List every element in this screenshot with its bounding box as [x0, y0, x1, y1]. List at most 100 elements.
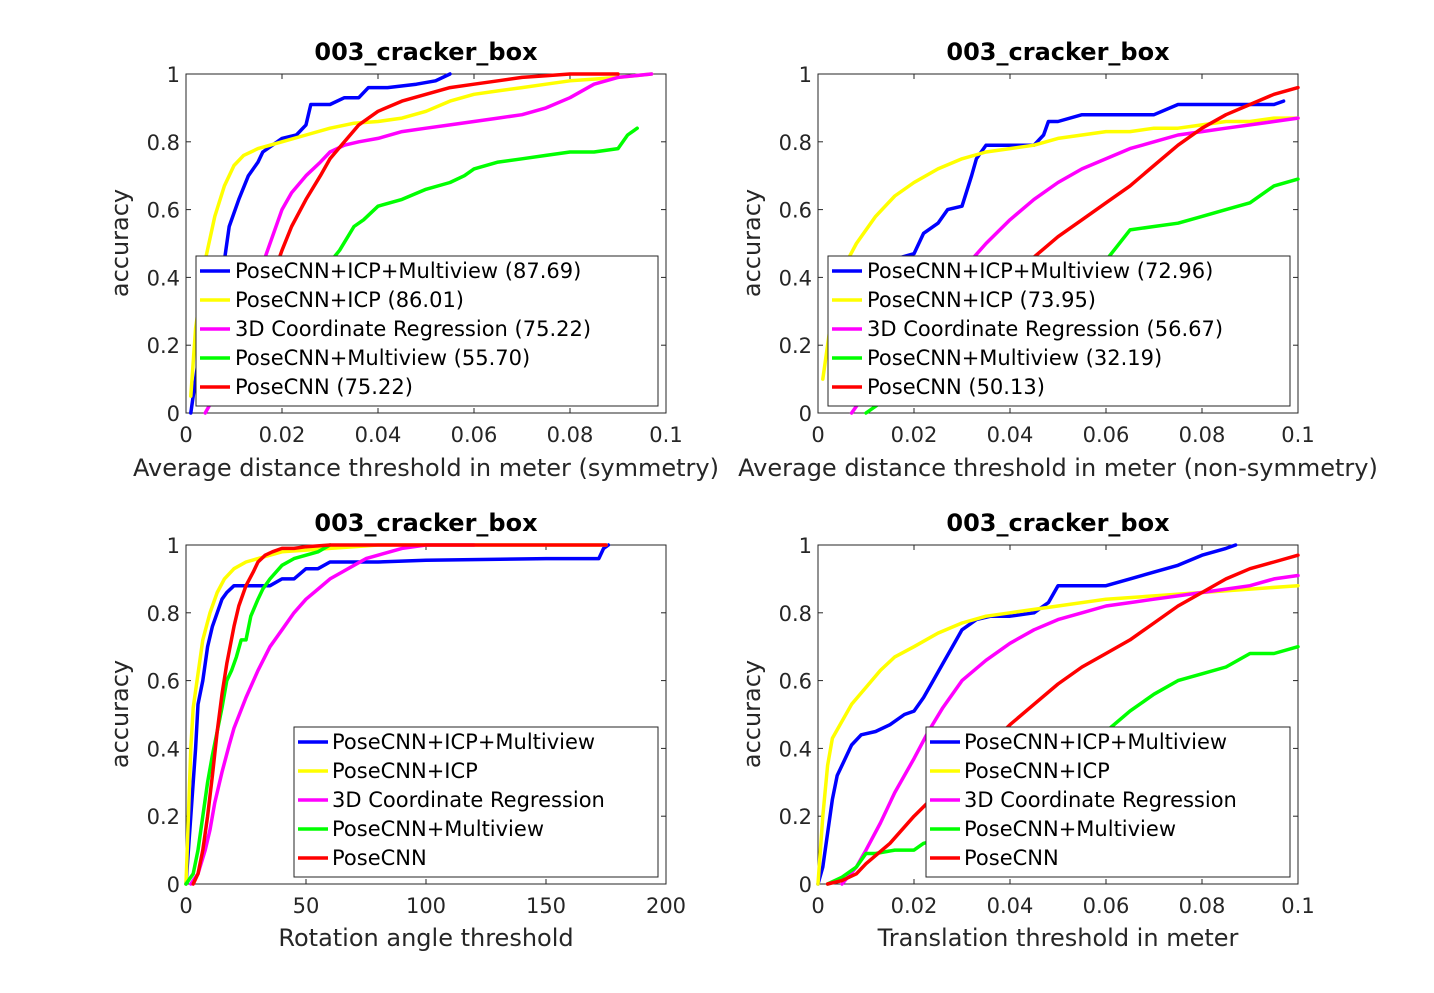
legend-label-2: 3D Coordinate Regression [964, 788, 1237, 812]
legend-box [925, 726, 1291, 878]
series-line-2 [203, 72, 654, 415]
series-line-2 [189, 543, 476, 886]
x-tick-label: 0.1 [1281, 894, 1314, 918]
y-tick-label: 1 [167, 534, 180, 558]
x-axis-label: Translation threshold in meter [877, 924, 1239, 952]
series-line-4 [825, 553, 1300, 886]
axis-ticks: 0 50 100 150 200 0 0.2 0.4 0.6 0.8 1 [147, 534, 686, 918]
legend-label-3: PoseCNN+Multiview [332, 817, 544, 841]
x-tick-label: 0.02 [891, 894, 938, 918]
legend-label-0: PoseCNN+ICP+Multiview (87.69) [235, 259, 581, 283]
x-tick-label: 0 [811, 423, 824, 447]
y-tick-label: 0 [167, 873, 180, 897]
x-tick-label: 100 [406, 894, 446, 918]
chart-title: 003_cracker_box [314, 509, 538, 537]
legend-label-2: 3D Coordinate Regression [332, 788, 605, 812]
y-tick-label: 0.8 [779, 131, 812, 155]
series-line-0 [816, 543, 1238, 886]
legend-label-4: PoseCNN [964, 846, 1059, 870]
x-tick-label: 0.08 [547, 423, 594, 447]
legend-label-1: PoseCNN+ICP (86.01) [235, 288, 464, 312]
x-tick-label: 150 [526, 894, 566, 918]
legend-box [195, 255, 659, 407]
legend-label-4: PoseCNN (50.13) [867, 375, 1045, 399]
axis-ticks: 0 0.02 0.04 0.06 0.08 0.1 0 0.2 0.4 0.6 0.8 1 [779, 63, 1315, 447]
series-line-1 [816, 583, 1300, 886]
x-tick-label: 50 [293, 894, 320, 918]
x-axis-label: Average distance threshold in meter (non… [738, 454, 1378, 482]
axis-ticks: 0 0.02 0.04 0.06 0.08 0.1 0 0.2 0.4 0.6 0.8 1 [147, 63, 683, 447]
series-line-3 [184, 543, 332, 886]
y-tick-label: 0 [799, 873, 812, 897]
y-tick-label: 1 [799, 534, 812, 558]
y-tick-label: 0.2 [779, 805, 812, 829]
legend: PoseCNN+ICP+Multiview (87.69) PoseCNN+IC… [195, 255, 659, 407]
x-axis-label: Average distance threshold in meter (sym… [133, 454, 719, 482]
y-tick-label: 0.8 [779, 602, 812, 626]
legend-label-3: PoseCNN+Multiview (55.70) [235, 346, 530, 370]
y-tick-label: 1 [167, 63, 180, 87]
legend-label-1: PoseCNN+ICP (73.95) [867, 288, 1096, 312]
legend-label-3: PoseCNN+Multiview [964, 817, 1176, 841]
y-axis-label: accuracy [106, 660, 134, 768]
x-tick-label: 0.06 [1083, 894, 1130, 918]
series-line-0 [189, 72, 452, 415]
x-tick-label: 0.08 [1179, 894, 1226, 918]
legend-box [827, 255, 1291, 407]
data-series [184, 543, 611, 886]
panel-ads-symmetry: 003_cracker_box 0 0.02 0.04 0.06 0.08 0.1 0 0.2… [106, 38, 719, 482]
y-tick-label: 0.8 [147, 131, 180, 155]
y-tick-label: 0.2 [147, 805, 180, 829]
x-tick-label: 0.04 [355, 423, 402, 447]
y-tick-label: 0 [167, 402, 180, 426]
y-tick-label: 0.6 [147, 199, 180, 223]
legend: PoseCNN+ICP+Multiview (72.96) PoseCNN+IC… [827, 255, 1291, 407]
series-line-4 [191, 543, 608, 886]
data-series [189, 72, 654, 415]
y-axis-label: accuracy [738, 189, 766, 297]
series-line-2 [840, 573, 1300, 886]
x-tick-label: 0.04 [987, 894, 1034, 918]
legend-box [293, 726, 659, 878]
x-tick-label: 0 [811, 894, 824, 918]
series-line-0 [864, 99, 1286, 273]
y-tick-label: 0.6 [779, 199, 812, 223]
x-tick-label: 0.08 [1179, 423, 1226, 447]
legend-label-2: 3D Coordinate Regression (56.67) [867, 317, 1223, 341]
y-tick-label: 0.4 [779, 266, 812, 290]
x-tick-label: 0 [179, 894, 192, 918]
x-tick-label: 0.1 [649, 423, 682, 447]
legend-label-3: PoseCNN+Multiview (32.19) [867, 346, 1162, 370]
legend-label-1: PoseCNN+ICP [964, 759, 1110, 783]
legend-label-4: PoseCNN [332, 846, 427, 870]
x-tick-label: 0.06 [451, 423, 498, 447]
y-tick-label: 0.4 [779, 737, 812, 761]
panel-translation: 003_cracker_box 0 0.02 0.04 0.06 0.08 0.1 0 0.2… [738, 509, 1315, 952]
series-line-3 [318, 126, 639, 276]
chart-title: 003_cracker_box [946, 38, 1170, 66]
y-tick-label: 0.4 [147, 266, 180, 290]
x-tick-label: 0.04 [987, 423, 1034, 447]
y-axis-label: accuracy [106, 189, 134, 297]
legend-label-1: PoseCNN+ICP [332, 759, 478, 783]
x-tick-label: 0 [179, 423, 192, 447]
x-tick-label: 0.1 [1281, 423, 1314, 447]
axis-ticks: 0 0.02 0.04 0.06 0.08 0.1 0 0.2 0.4 0.6 0.8 1 [779, 534, 1315, 918]
chart-title: 003_cracker_box [314, 38, 538, 66]
y-tick-label: 0.8 [147, 602, 180, 626]
y-tick-label: 0.4 [147, 737, 180, 761]
legend-label-4: PoseCNN (75.22) [235, 375, 413, 399]
legend-label-2: 3D Coordinate Regression (75.22) [235, 317, 591, 341]
y-axis-label: accuracy [738, 660, 766, 768]
y-tick-label: 1 [799, 63, 812, 87]
series-line-4 [270, 72, 620, 280]
panel-rotation: 003_cracker_box 0 50 100 150 200 0 0.2 0.4 0.6 0.… [106, 509, 686, 952]
y-tick-label: 0.2 [779, 334, 812, 358]
chart-title: 003_cracker_box [946, 509, 1170, 537]
x-tick-label: 0.06 [1083, 423, 1130, 447]
series-line-1 [189, 72, 654, 398]
panel-ads-non-symmetry: 003_cracker_box 0 0.02 0.04 0.06 0.08 0.1 0 0.2… [738, 38, 1378, 482]
legend: PoseCNN+ICP+Multiview PoseCNN+ICP 3D Coo… [293, 726, 659, 878]
legend: PoseCNN+ICP+Multiview PoseCNN+ICP 3D Coo… [925, 726, 1291, 878]
